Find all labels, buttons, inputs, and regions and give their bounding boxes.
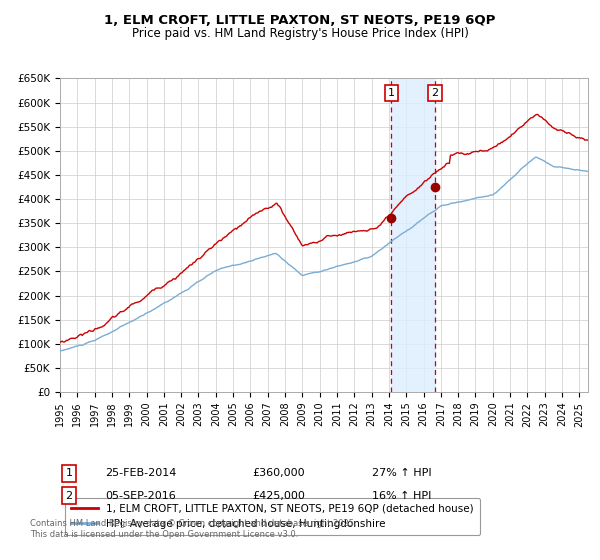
Text: 1: 1 [388,88,395,98]
Text: 1, ELM CROFT, LITTLE PAXTON, ST NEOTS, PE19 6QP: 1, ELM CROFT, LITTLE PAXTON, ST NEOTS, P… [104,14,496,27]
Text: 25-FEB-2014: 25-FEB-2014 [105,468,176,478]
Text: 1: 1 [65,468,73,478]
Bar [391,78,435,392]
Legend: 1, ELM CROFT, LITTLE PAXTON, ST NEOTS, PE19 6QP (detached house), HPI: Average p: 1, ELM CROFT, LITTLE PAXTON, ST NEOTS, P… [65,498,480,535]
Text: 27% ↑ HPI: 27% ↑ HPI [372,468,431,478]
Text: 05-SEP-2016: 05-SEP-2016 [105,491,176,501]
Text: 16% ↑ HPI: 16% ↑ HPI [372,491,431,501]
Text: £360,000: £360,000 [252,468,305,478]
Text: 2: 2 [65,491,73,501]
Text: Contains HM Land Registry data © Crown copyright and database right 2025.
This d: Contains HM Land Registry data © Crown c… [30,520,356,539]
Text: £425,000: £425,000 [252,491,305,501]
Text: Price paid vs. HM Land Registry's House Price Index (HPI): Price paid vs. HM Land Registry's House … [131,27,469,40]
Text: 2: 2 [431,88,439,98]
